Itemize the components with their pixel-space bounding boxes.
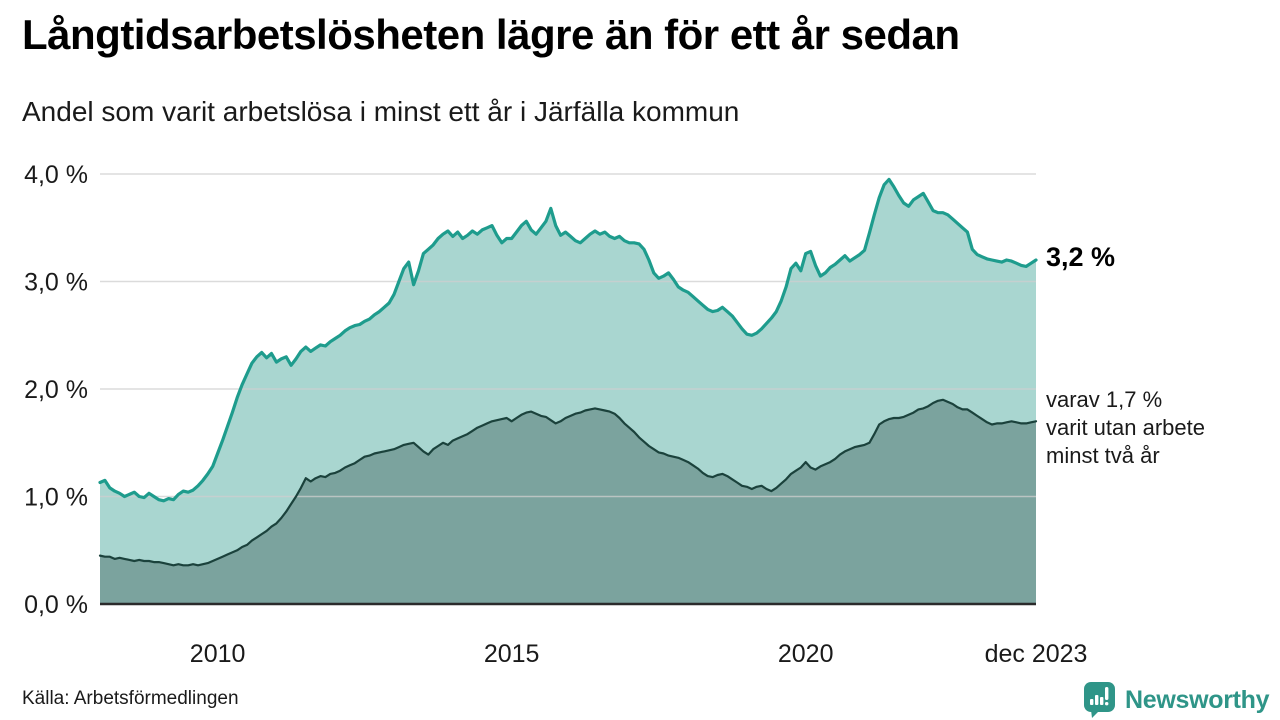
- y-tick-label: 4,0 %: [24, 161, 88, 189]
- subset-annotation-line3: minst två år: [1046, 443, 1160, 468]
- series-line-0: [98, 177, 1038, 503]
- series-line-1: [98, 398, 1038, 567]
- speech-bubble-bar-chart-icon: [1084, 682, 1115, 718]
- x-tick-label: 2015: [484, 640, 540, 668]
- y-tick-label: 2,0 %: [24, 376, 88, 404]
- source-credit: Källa: Arbetsförmedlingen: [22, 688, 239, 709]
- x-tick-label: 2020: [778, 640, 834, 668]
- subset-annotation-line1: varav 1,7 %: [1046, 387, 1163, 412]
- x-tick-label: 2010: [190, 640, 246, 668]
- y-tick-label: 0,0 %: [24, 591, 88, 619]
- y-tick-label: 3,0 %: [24, 269, 88, 297]
- x-tick-label: dec 2023: [985, 640, 1088, 668]
- subset-annotation: varav 1,7 % varit utan arbete minst två …: [1046, 386, 1266, 470]
- page-subtitle: Andel som varit arbetslösa i minst ett å…: [22, 96, 740, 127]
- latest-total-value-label: 3,2 %: [1046, 242, 1116, 272]
- newsworthy-logo: Newsworthy: [1082, 680, 1270, 720]
- y-tick-label: 1,0 %: [24, 484, 88, 512]
- newsworthy-wordmark: Newsworthy: [1125, 685, 1270, 714]
- unemployment-area-chart: 4,0 % 3,0 % 2,0 % 1,0 % 0,0 % 2010 2015 2020 dec…: [24, 161, 1088, 668]
- area-fill-1: [100, 399, 1036, 604]
- page-title: Långtidsarbetslösheten lägre än för ett …: [22, 11, 960, 58]
- subset-annotation-line2: varit utan arbete: [1046, 415, 1205, 440]
